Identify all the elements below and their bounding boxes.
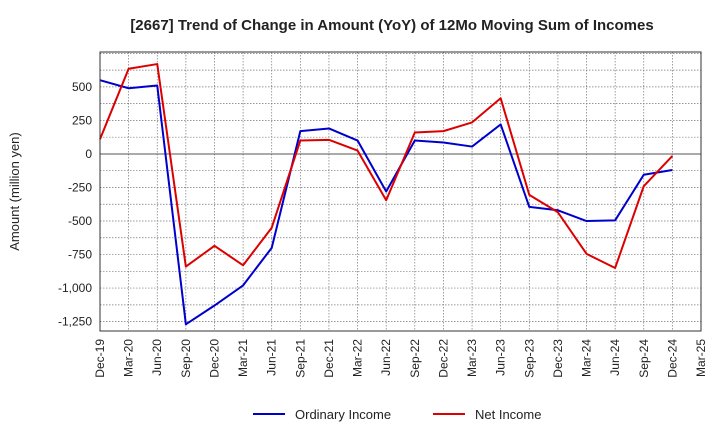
x-tick-label: Dec-24 — [665, 339, 679, 378]
y-tick-label: 0 — [85, 147, 92, 161]
x-tick-label: Dec-23 — [551, 339, 565, 378]
x-tick-label: Jun-21 — [265, 339, 279, 376]
grid — [99, 52, 702, 331]
x-tick-label: Sep-21 — [293, 339, 307, 378]
x-tick-labels: Dec-19 Mar-20 Jun-20 Sep-20 Dec-20 Mar-21 Jun-… — [93, 339, 708, 378]
x-tick-label: Sep-22 — [408, 339, 422, 378]
y-tick-label: 500 — [72, 80, 92, 94]
x-tick-label: Mar-21 — [236, 339, 250, 377]
plot-frame — [99, 51, 702, 332]
y-tick-label: 250 — [72, 113, 92, 127]
y-axis-label: Amount (million yen) — [7, 132, 22, 251]
series-line-ordinary-income — [99, 79, 673, 326]
x-tick-label: Dec-19 — [93, 339, 107, 378]
series-line-net-income — [99, 63, 674, 269]
legend-label: Ordinary Income — [295, 407, 391, 422]
x-tick-label: Sep-20 — [179, 339, 193, 378]
series-lines — [99, 63, 674, 326]
x-tick-label: Dec-21 — [322, 339, 336, 378]
x-tick-label: Sep-23 — [522, 339, 536, 378]
y-tick-label: -750 — [68, 248, 92, 262]
legend-label: Net Income — [475, 407, 541, 422]
x-tick-label: Dec-22 — [436, 339, 450, 378]
x-tick-label: Mar-23 — [465, 339, 479, 377]
chart-title: [2667] Trend of Change in Amount (YoY) o… — [130, 17, 653, 34]
x-tick-label: Jun-24 — [608, 339, 622, 376]
x-tick-label: Jun-22 — [379, 339, 393, 376]
x-tick-label: Jun-20 — [150, 339, 164, 376]
y-tick-label: -1,250 — [58, 315, 92, 329]
x-tick-label: Mar-22 — [351, 339, 365, 377]
x-tick-label: Jun-23 — [494, 339, 508, 376]
y-tick-label: -1,000 — [58, 281, 92, 295]
x-tick-label: Dec-20 — [207, 339, 221, 378]
x-tick-label: Sep-24 — [637, 339, 651, 378]
x-tick-label: Mar-24 — [580, 339, 594, 377]
x-tick-label: Mar-25 — [694, 339, 708, 377]
y-tick-labels: 500 250 0 -250 -500 -750 -1,000 -1,250 — [58, 80, 92, 329]
legend: Ordinary Income Net Income — [253, 407, 541, 422]
x-tick-label: Mar-20 — [122, 339, 136, 377]
y-tick-label: -500 — [68, 214, 92, 228]
y-tick-label: -250 — [68, 180, 92, 194]
